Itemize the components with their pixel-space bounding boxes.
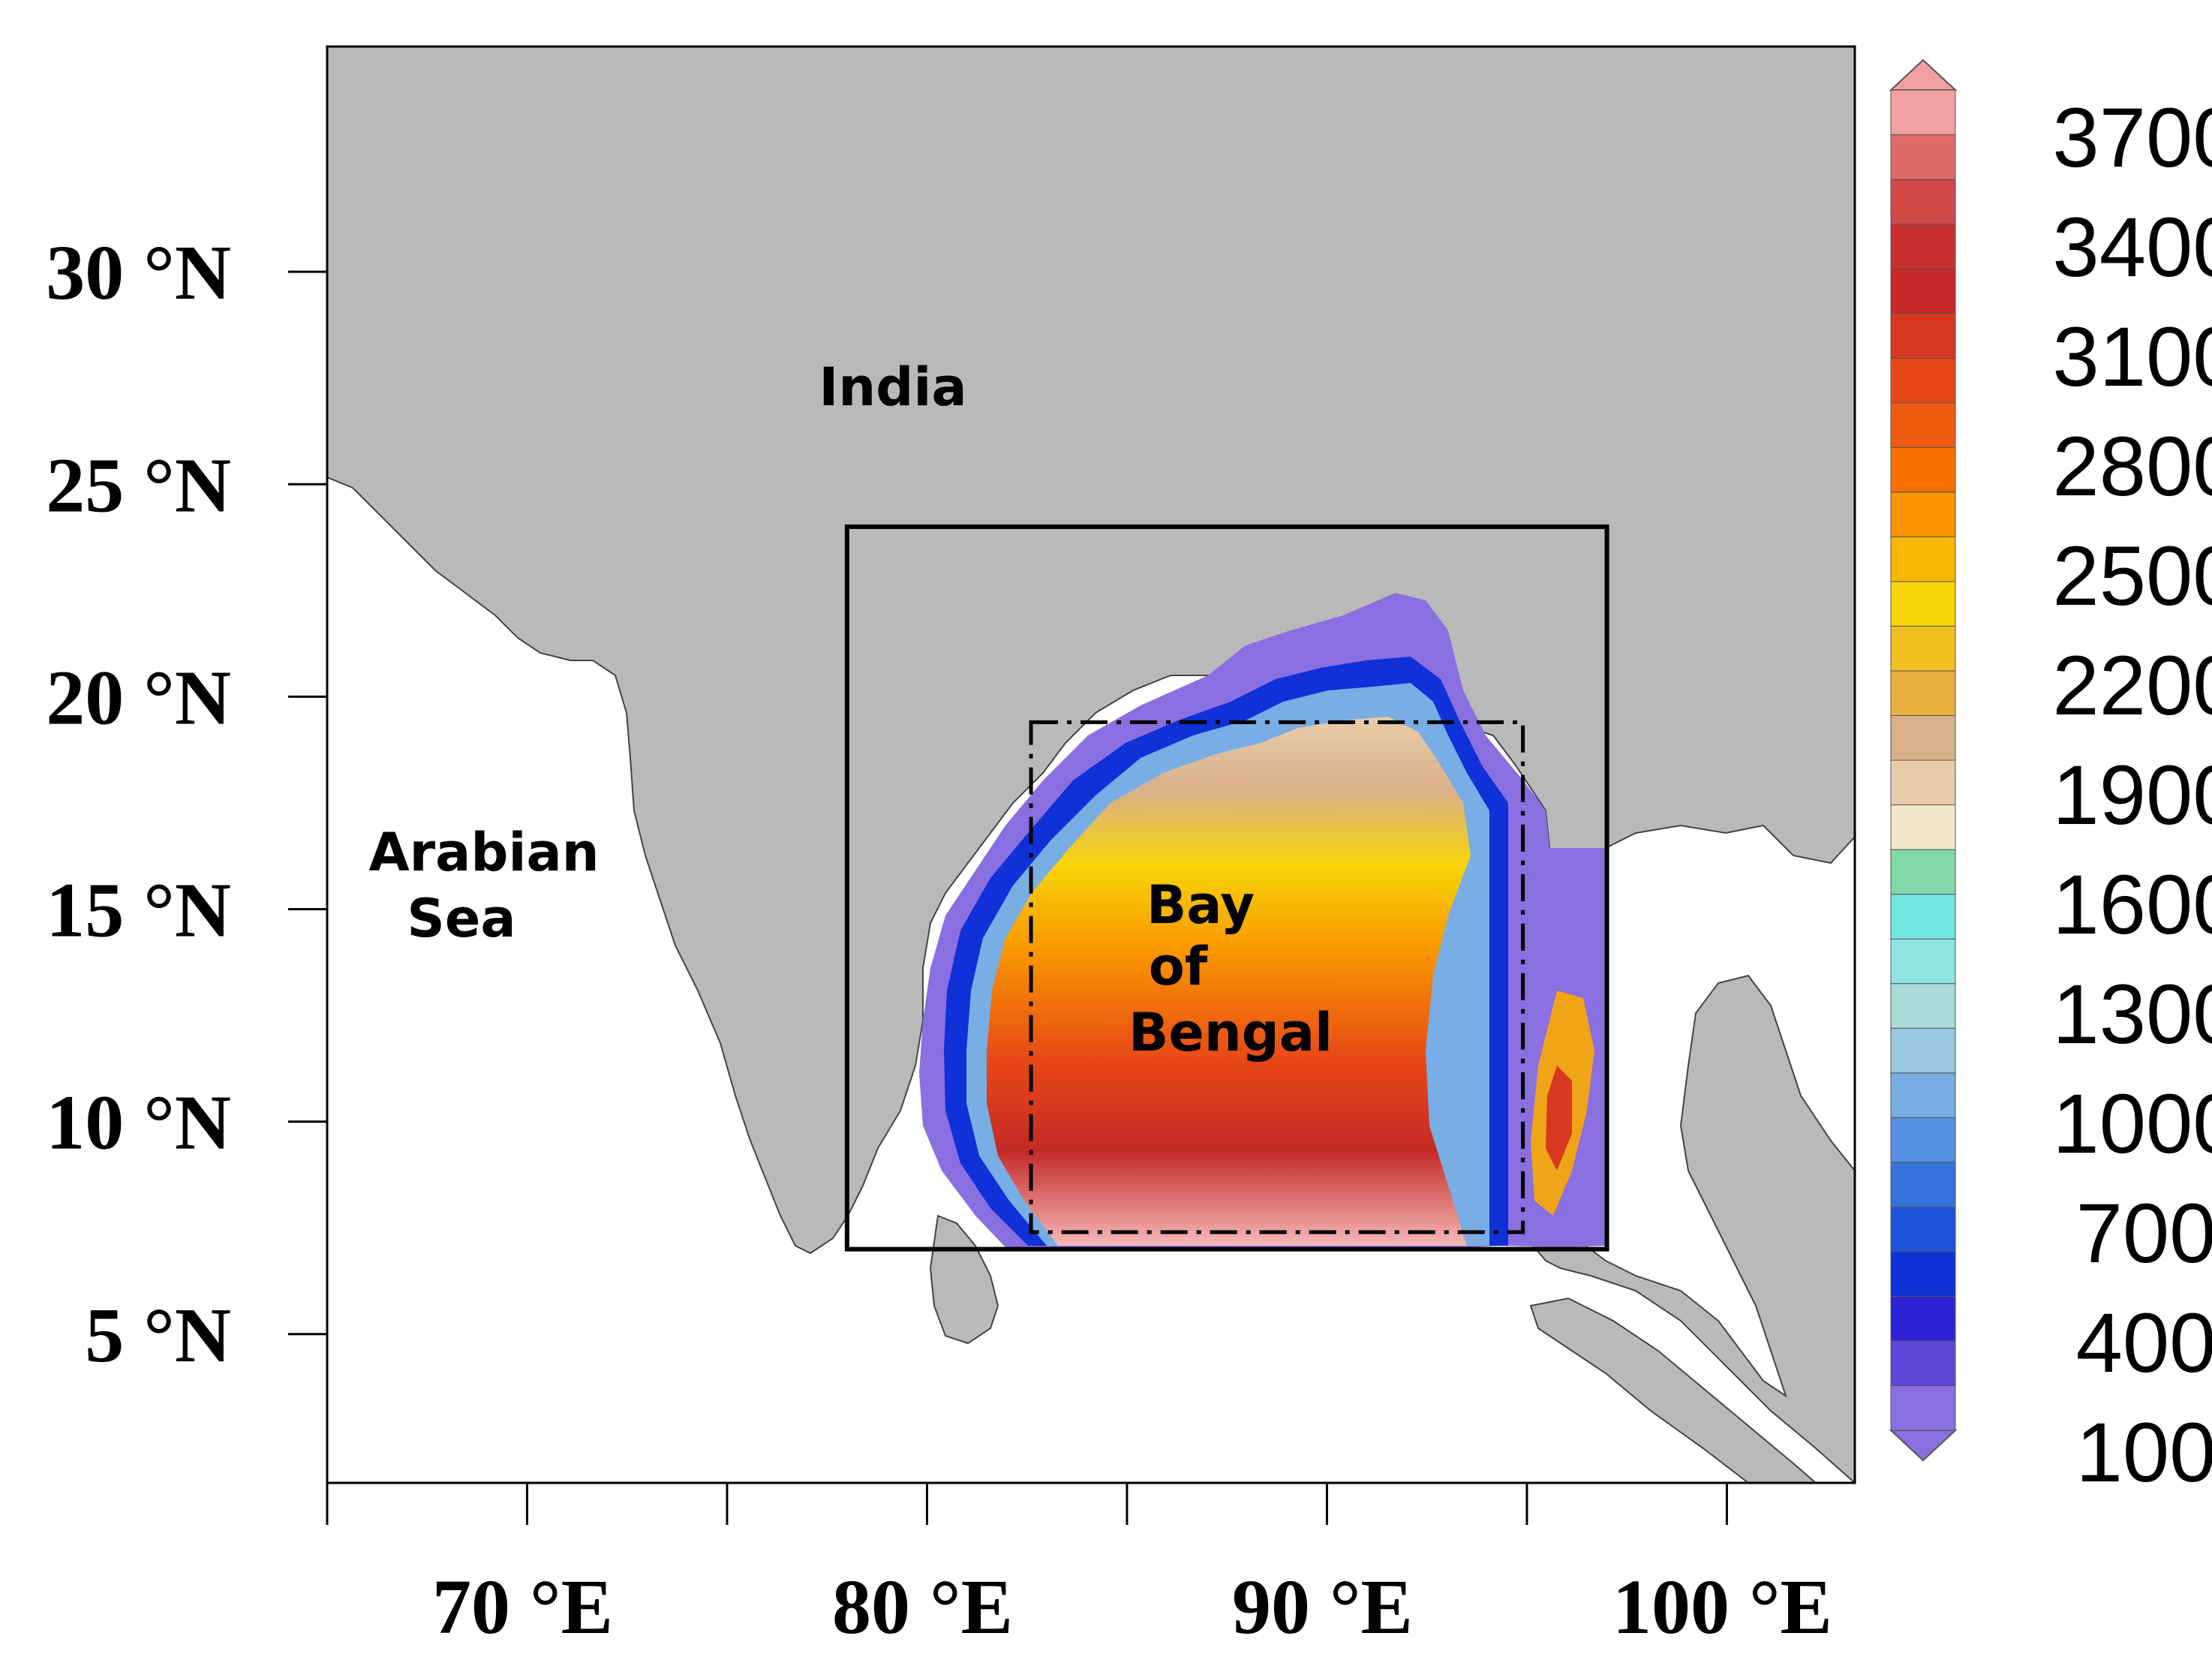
colorbar-swatch <box>1890 1072 1956 1118</box>
map-panel: India Arabian Sea Bay of Bengal <box>326 45 1856 1484</box>
colorbar-swatch <box>1890 447 1956 493</box>
colorbar-label: 100 <box>2076 1406 2212 1499</box>
colorbar-swatch <box>1890 313 1956 359</box>
colorbar-swatch <box>1890 849 1956 895</box>
colorbar-extend-top <box>1889 59 1958 91</box>
colorbar-swatch <box>1890 357 1956 404</box>
lon-tick-label: 80 °E <box>832 1564 1013 1650</box>
colorbar-label: 1300 <box>2052 967 2212 1061</box>
lat-tick-label: 15 °N <box>46 868 231 954</box>
colorbar-label: 3100 <box>2052 310 2212 404</box>
land-india-asia <box>327 47 1855 1483</box>
colorbar-swatch <box>1890 268 1956 314</box>
label-bay-line2: of <box>1149 936 1209 997</box>
colorbar-swatch <box>1890 804 1956 850</box>
outer-domain-box <box>844 524 1609 1252</box>
label-india: India <box>819 356 966 418</box>
colorbar-label: 700 <box>2076 1186 2212 1280</box>
colorbar-label: 2200 <box>2052 639 2212 732</box>
colorbar-swatch <box>1890 1206 1956 1253</box>
lat-tick-label: 20 °N <box>46 654 231 741</box>
lon-tick-label: 70 °E <box>432 1564 613 1650</box>
colorbar-swatch <box>1890 1251 1956 1297</box>
lon-tick-label: 100 °E <box>1612 1564 1832 1650</box>
colorbar-label: 400 <box>2076 1296 2212 1390</box>
colorbar-label: 3700 <box>2052 91 2212 185</box>
colorbar-swatch <box>1890 759 1956 806</box>
colorbar-swatch <box>1890 1295 1956 1342</box>
colorbar-swatch <box>1890 402 1956 448</box>
lat-tick-label: 10 °N <box>46 1080 231 1166</box>
bathy-basin <box>987 717 1471 1246</box>
lat-tick-label: 5 °N <box>85 1292 231 1379</box>
colorbar-swatch <box>1890 670 1956 716</box>
colorbar-swatch <box>1890 983 1956 1029</box>
colorbar-label: 1900 <box>2052 748 2212 842</box>
label-bay-line1: Bay <box>1147 874 1255 936</box>
colorbar-labels: 3700 3400 3100 2800 2500 2200 1900 1600 1300 1000… <box>2052 91 2212 1499</box>
label-bay-line3: Bengal <box>1129 1002 1333 1063</box>
colorbar-swatch <box>1890 1340 1956 1386</box>
colorbar-swatch <box>1890 492 1956 537</box>
colorbar-swatch <box>1890 1117 1956 1163</box>
colorbar-swatch <box>1890 1162 1956 1207</box>
colorbar-swatch <box>1890 134 1956 180</box>
longitude-axis: 70 °E 80 °E 90 °E 100 °E <box>326 1483 1832 1650</box>
lat-tick-label: 30 °N <box>46 230 231 316</box>
colorbar-label: 3400 <box>2052 200 2212 294</box>
colorbar-extend-bottom <box>1889 1430 1958 1462</box>
colorbar-swatch <box>1890 179 1956 225</box>
colorbar-swatch <box>1890 224 1956 269</box>
lon-tick-label: 90 °E <box>1232 1564 1413 1650</box>
colorbar-label: 1000 <box>2052 1077 2212 1171</box>
colorbar-swatch <box>1890 714 1956 761</box>
bathymetry-field <box>919 593 1606 1247</box>
colorbar-label: 2500 <box>2052 529 2212 623</box>
colorbar-swatch <box>1890 1027 1956 1074</box>
colorbar-label: 2800 <box>2052 420 2212 513</box>
label-arabian-sea-line2: Sea <box>407 888 515 949</box>
colorbar-swatch <box>1890 1385 1956 1431</box>
colorbar-swatches <box>1889 59 1958 1462</box>
colorbar-swatch <box>1890 625 1956 672</box>
latitude-axis: 30 °N 25 °N 20 °N 15 °N 10 °N 5 °N <box>46 230 327 1379</box>
lat-tick-label: 25 °N <box>46 442 231 528</box>
label-arabian-sea-line1: Arabian <box>368 822 599 883</box>
colorbar-swatch <box>1890 581 1956 627</box>
colorbar-swatch <box>1890 938 1956 985</box>
colorbar-swatch <box>1890 89 1956 136</box>
bathy-andaman-deep <box>1546 1066 1572 1171</box>
colorbar-swatch <box>1890 894 1956 940</box>
colorbar-label: 1600 <box>2052 858 2212 952</box>
inner-domain-box <box>1029 720 1525 1234</box>
colorbar: 3700 3400 3100 2800 2500 2200 1900 1600 1300 1000… <box>1889 59 2212 1499</box>
colorbar-swatch <box>1890 536 1956 582</box>
land-sumatra <box>1529 1297 1817 1483</box>
